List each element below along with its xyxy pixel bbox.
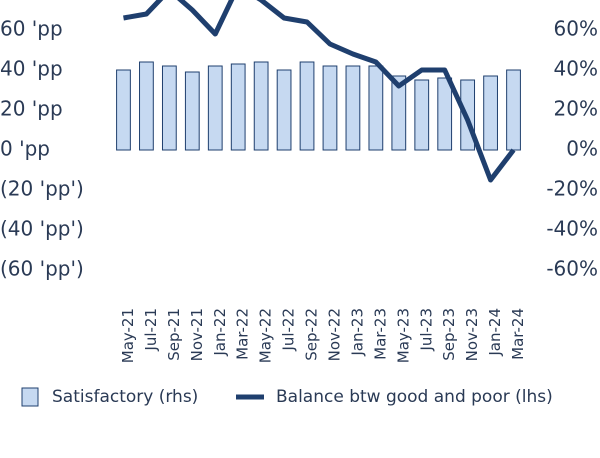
legend-label: Satisfactory (rhs): [52, 387, 198, 407]
bar: [299, 61, 315, 151]
y2-tick-label: 40%: [554, 57, 598, 81]
bar: [276, 69, 292, 151]
legend-label: Balance btw good and poor (lhs): [276, 387, 553, 407]
y2-tick-label: -60%: [546, 257, 598, 281]
bar: [437, 77, 453, 151]
y2-tick-label: 20%: [554, 97, 598, 121]
bar: [184, 71, 200, 151]
bar: [391, 75, 407, 151]
bar: [116, 69, 131, 151]
x-tick-label: May-21: [119, 308, 137, 363]
bar: [414, 79, 430, 151]
bar: [368, 65, 384, 151]
x-tick-label: Sep-23: [440, 308, 458, 361]
y-tick-label: 60 'pp: [0, 17, 63, 41]
x-tick-label: Jan-24: [486, 308, 504, 357]
y-tick-label: (20 'pp'): [0, 177, 84, 201]
y2-tick-label: 0%: [566, 137, 598, 161]
line: [123, 0, 516, 183]
x-tick-label: Jul-23: [417, 308, 435, 352]
y2-tick-label: -20%: [546, 177, 598, 201]
x-tick-label: Sep-22: [303, 308, 321, 361]
y-tick-label: (60 'pp'): [0, 257, 84, 281]
x-tick-label: Mar-22: [234, 308, 252, 360]
bar: [139, 61, 154, 151]
bar: [230, 63, 246, 151]
x-tick-label: Nov-22: [325, 308, 343, 361]
y-tick-label: (40 'pp'): [0, 217, 84, 241]
bar: [322, 65, 338, 151]
x-tick-label: Jul-22: [280, 308, 298, 352]
x-tick-label: Jan-22: [211, 308, 229, 357]
x-tick-label: May-23: [394, 308, 412, 363]
x-tick-label: Jan-23: [348, 308, 366, 357]
bar: [253, 61, 269, 151]
bar: [345, 65, 361, 151]
legend-swatch: [21, 387, 39, 407]
plot-area: [116, 0, 521, 183]
bar: [483, 75, 498, 151]
x-tick-label: Jul-21: [142, 308, 160, 352]
x-tick-label: May-22: [257, 308, 275, 363]
x-tick-label: Mar-23: [371, 308, 389, 360]
x-tick-label: Sep-21: [165, 308, 183, 361]
x-tick-label: Nov-21: [188, 308, 206, 361]
x-tick-label: Nov-23: [463, 308, 481, 361]
y-tick-label: 40 'pp: [0, 57, 63, 81]
y-tick-label: 0 'pp: [0, 137, 50, 161]
bar: [161, 65, 177, 151]
y2-tick-label: 60%: [554, 17, 598, 41]
x-tick-label: Mar-24: [509, 308, 527, 360]
bar: [207, 65, 223, 151]
y2-tick-label: -40%: [546, 217, 598, 241]
y-tick-label: 20 'pp: [0, 97, 63, 121]
bar: [506, 69, 521, 151]
